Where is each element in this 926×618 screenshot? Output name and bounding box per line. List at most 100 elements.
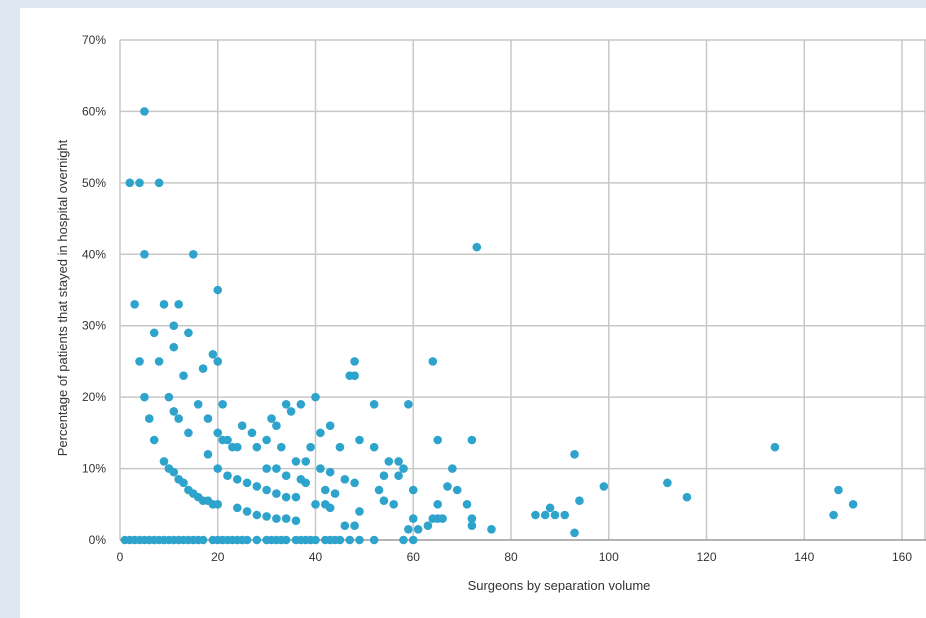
data-point (252, 482, 262, 491)
data-point (452, 485, 462, 495)
y-axis-title: Percentage of patients that stayed in ho… (55, 139, 70, 456)
data-point (404, 399, 413, 409)
data-point (487, 524, 496, 534)
data-point (281, 399, 291, 409)
data-point (575, 496, 584, 506)
data-point (570, 449, 579, 459)
data-point (169, 407, 179, 416)
x-tick-label: 160 (892, 550, 912, 564)
data-point (233, 442, 242, 452)
data-point (291, 457, 301, 466)
data-point (389, 499, 399, 509)
data-point (540, 510, 550, 520)
data-point (267, 414, 276, 423)
data-point (281, 471, 291, 481)
data-point (203, 414, 213, 423)
data-point (130, 299, 139, 309)
data-point (438, 514, 447, 523)
data-point (252, 535, 262, 545)
data-point (330, 489, 340, 498)
data-point (140, 107, 149, 116)
data-point (262, 464, 271, 473)
x-tick-label: 80 (504, 550, 518, 564)
data-point (433, 499, 442, 509)
data-point (272, 421, 281, 431)
data-point (448, 464, 457, 473)
data-point (233, 474, 242, 484)
data-point (399, 535, 408, 545)
data-point (140, 392, 149, 402)
data-point (208, 349, 218, 359)
y-tick-label: 20% (82, 390, 106, 404)
data-point (135, 357, 144, 366)
data-point (233, 503, 242, 513)
data-point (350, 357, 359, 366)
data-point (291, 492, 301, 502)
y-tick-label: 50% (82, 176, 106, 190)
data-point (399, 464, 408, 473)
data-point (394, 471, 403, 481)
data-point (179, 478, 188, 488)
y-tick-label: 60% (82, 104, 106, 118)
data-point (184, 428, 193, 438)
y-tick-label: 70% (82, 33, 106, 47)
data-point (550, 510, 560, 520)
x-tick-label: 100 (599, 550, 619, 564)
y-tick-label: 10% (82, 462, 106, 476)
data-point (159, 457, 169, 466)
data-point (345, 535, 355, 545)
data-point (237, 421, 247, 431)
x-tick-label: 20 (211, 550, 225, 564)
data-point (325, 467, 335, 477)
data-point (340, 474, 350, 484)
data-point (252, 442, 262, 452)
data-point (281, 535, 291, 545)
data-point (369, 399, 379, 409)
x-tick-label: 120 (696, 550, 716, 564)
data-point (848, 499, 858, 509)
data-point (213, 285, 223, 295)
x-tick-label: 60 (407, 550, 421, 564)
data-point (218, 435, 227, 445)
data-point (247, 428, 257, 438)
data-point (369, 535, 379, 545)
data-point (281, 514, 291, 523)
data-points (120, 107, 858, 545)
data-point (272, 464, 281, 473)
data-point (223, 471, 232, 481)
data-point (467, 435, 477, 445)
data-point (467, 514, 477, 523)
y-tick-label: 0% (89, 533, 107, 547)
data-point (355, 435, 364, 445)
data-point (829, 510, 838, 520)
data-point (306, 442, 315, 452)
data-point (140, 249, 149, 259)
data-point (770, 442, 780, 452)
data-point (834, 485, 843, 495)
data-point (301, 457, 311, 466)
y-tick-label: 40% (82, 247, 106, 261)
data-point (252, 510, 262, 520)
data-point (189, 249, 198, 259)
data-point (316, 428, 325, 438)
gridlines (119, 39, 926, 541)
data-point (379, 496, 389, 506)
x-tick-label: 140 (794, 550, 814, 564)
x-axis-title: Surgeons by separation volume (468, 578, 651, 593)
data-point (320, 485, 330, 495)
data-point (242, 507, 252, 516)
data-point (335, 535, 345, 545)
data-point (179, 371, 188, 381)
data-point (169, 342, 179, 352)
data-point (169, 321, 179, 331)
data-point (198, 535, 208, 545)
data-point (164, 392, 174, 402)
data-point (408, 514, 418, 523)
x-tick-label: 0 (117, 550, 124, 564)
data-point (174, 414, 183, 423)
data-point (394, 457, 403, 466)
data-point (159, 299, 169, 309)
data-point (272, 489, 281, 498)
data-point (262, 435, 271, 445)
data-point (296, 399, 306, 409)
